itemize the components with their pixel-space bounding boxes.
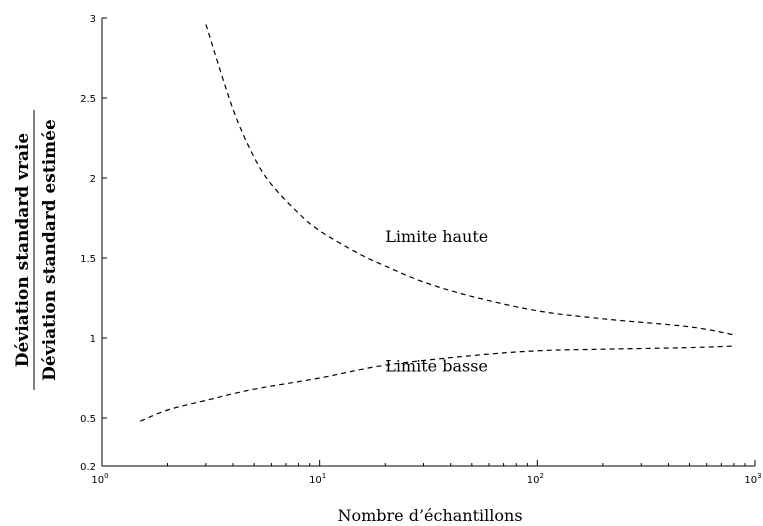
y-tick-label: 1: [90, 334, 96, 345]
y-axis-title-denominator: Déviation standard estimée: [40, 119, 60, 381]
y-tick-label: 0.5: [80, 414, 96, 425]
x-tick-label: 101: [309, 472, 326, 486]
y-axis-title: Déviation standard vraie Déviation stand…: [13, 110, 60, 390]
y-tick-label: 1.5: [80, 254, 96, 265]
y-tick-label: 3: [90, 14, 96, 25]
x-tick-label: 100: [91, 472, 108, 486]
x-ticks: 100 101 102 103: [91, 460, 762, 486]
x-tick-label-base: 10: [744, 475, 757, 486]
y-ticks: 0.2 0.5 1 1.5 2 2.5 3: [80, 14, 107, 473]
x-tick-label-exponent: 1: [322, 472, 326, 480]
y-axis-title-numerator: Déviation standard vraie: [13, 133, 33, 368]
x-axis-title: Nombre d’échantillons: [337, 506, 522, 525]
x-tick-label-base: 10: [91, 475, 104, 486]
x-tick-label-exponent: 2: [539, 472, 543, 480]
x-tick-label: 102: [527, 472, 544, 486]
y-tick-label: 0.2: [80, 462, 96, 473]
annotations: Limite haute Limite basse: [385, 227, 488, 376]
annotation-limite-haute: Limite haute: [385, 227, 488, 246]
y-tick-label: 2.5: [80, 94, 96, 105]
series-line-limite-basse: [140, 345, 734, 422]
series-line-limite-haute: [205, 24, 735, 336]
x-tick-label-exponent: 3: [757, 472, 761, 480]
curves: [140, 24, 735, 422]
x-tick-label-base: 10: [527, 475, 540, 486]
x-tick-label-exponent: 0: [104, 472, 108, 480]
x-tick-label-base: 10: [309, 475, 322, 486]
y-tick-label: 2: [90, 174, 96, 185]
x-tick-label: 103: [744, 472, 761, 486]
annotation-limite-basse: Limite basse: [385, 357, 488, 376]
